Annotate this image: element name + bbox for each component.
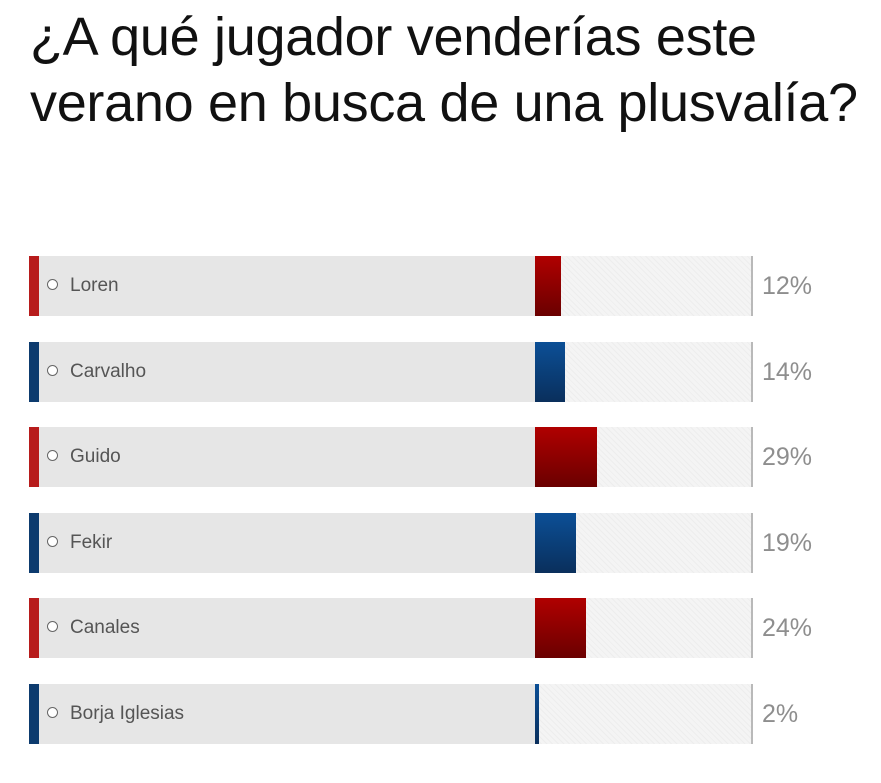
result-percent: 14% (762, 357, 813, 386)
poll-option-guido[interactable]: Guido 29% (29, 427, 859, 488)
result-percent: 12% (762, 272, 813, 300)
option-accent-bar (29, 512, 39, 573)
option-accent-bar (29, 256, 39, 316)
poll-option-borja-iglesias[interactable]: Borja Iglesias 2% (29, 683, 859, 744)
result-track (535, 427, 751, 488)
result-divider (751, 341, 753, 402)
option-accent-bar (29, 683, 39, 744)
result-divider (751, 683, 753, 744)
result-track (535, 512, 751, 573)
result-percent: 19% (762, 528, 813, 557)
option-accent-bar (29, 598, 39, 659)
option-label: Loren (70, 275, 119, 296)
option-label: Fekir (70, 531, 113, 553)
result-bar (535, 598, 586, 659)
radio-button-icon[interactable] (47, 279, 58, 290)
result-track (535, 341, 751, 402)
poll-option-carvalho[interactable]: Carvalho 14% (29, 341, 859, 402)
result-percent: 24% (762, 614, 813, 643)
radio-button-icon[interactable] (47, 364, 58, 376)
radio-button-icon[interactable] (47, 621, 58, 633)
radio-button-icon[interactable] (47, 706, 58, 718)
result-divider (751, 256, 753, 316)
option-accent-bar (29, 341, 39, 402)
result-divider (751, 427, 753, 488)
option-label-area[interactable]: Canales (39, 598, 535, 659)
result-track (535, 683, 751, 744)
poll-question: ¿A qué jugador venderías este verano en … (30, 7, 858, 133)
option-label: Canales (70, 617, 140, 639)
result-divider (751, 512, 753, 573)
result-bar (535, 341, 565, 402)
option-accent-bar (29, 427, 39, 488)
radio-button-icon[interactable] (47, 450, 58, 462)
result-percent: 2% (762, 699, 799, 728)
option-label: Guido (70, 446, 121, 468)
result-percent: 29% (762, 443, 813, 472)
poll-options: Loren 12% Carvalho 14% Guido 29% (29, 256, 859, 770)
option-label: Borja Iglesias (70, 702, 185, 724)
option-label-area[interactable]: Carvalho (39, 341, 535, 402)
result-bar (535, 683, 539, 744)
result-bar (535, 512, 576, 573)
radio-button-icon[interactable] (47, 535, 58, 547)
option-label-area[interactable]: Guido (39, 427, 535, 488)
option-label-area[interactable]: Loren (39, 256, 535, 316)
poll-option-canales[interactable]: Canales 24% (29, 598, 859, 659)
option-label-area[interactable]: Borja Iglesias (39, 683, 535, 744)
result-divider (751, 598, 753, 659)
poll-option-loren[interactable]: Loren 12% (29, 256, 859, 316)
poll-option-fekir[interactable]: Fekir 19% (29, 512, 859, 573)
result-bar (535, 256, 561, 316)
result-track (535, 256, 751, 316)
option-label: Carvalho (70, 360, 147, 382)
result-track (535, 598, 751, 659)
option-label-area[interactable]: Fekir (39, 512, 535, 573)
result-bar (535, 427, 597, 488)
